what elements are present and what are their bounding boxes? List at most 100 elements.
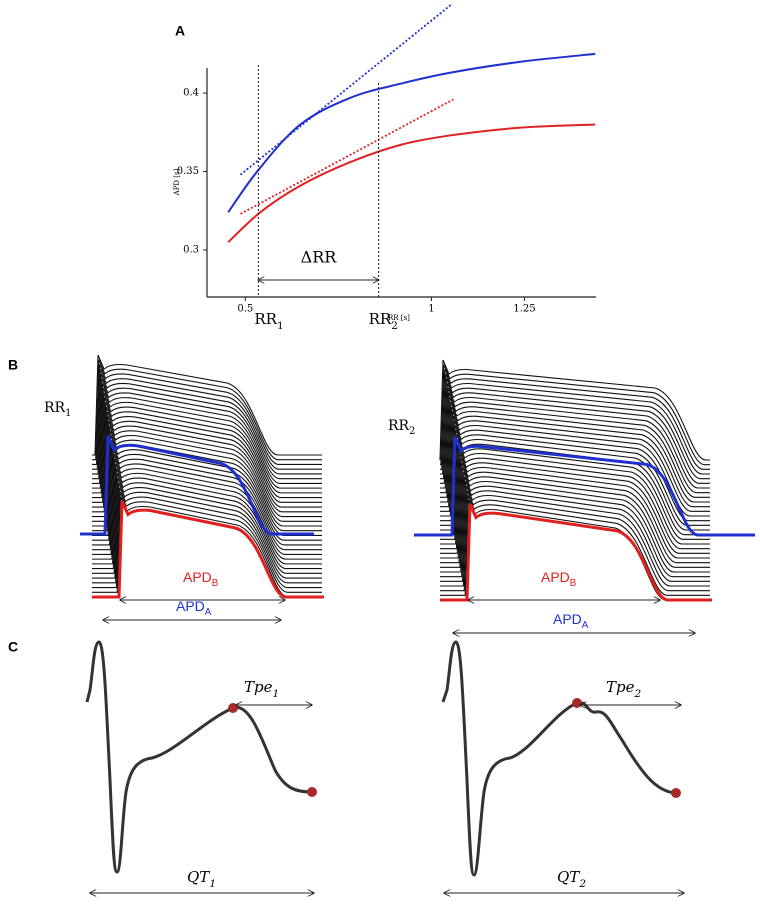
apd-a-label: APDA: [553, 611, 589, 631]
ap-trace: [440, 401, 710, 503]
x-axis-label: RR [s]: [388, 314, 410, 322]
rr-label: RR1: [44, 400, 71, 419]
ap-trace: [92, 421, 322, 522]
apd-b-label: APDB: [183, 569, 219, 589]
ap-trace: [440, 471, 710, 573]
ap-trace: [92, 439, 322, 541]
apd-a-label: APDA: [176, 598, 212, 618]
ap-trace: [440, 420, 710, 522]
ap-trace: [92, 492, 322, 593]
ap-trace: [92, 449, 322, 551]
x-tick-label: 1.25: [513, 304, 535, 315]
apd-b-label-sub: B: [212, 578, 219, 589]
ap-trace: [440, 481, 710, 582]
ap-trace: [440, 378, 710, 480]
ap-trace: [440, 448, 710, 550]
apd-b-label-main: APD: [541, 569, 570, 585]
ap-trace: [440, 383, 710, 484]
qt-label: QT2: [557, 868, 586, 890]
ap-trace: [92, 496, 322, 598]
delta-rr-label: ΔRR: [301, 248, 338, 267]
restitution-curve: [227, 52, 596, 213]
ap-trace: [92, 402, 322, 503]
rr-label: RR1: [254, 310, 283, 332]
ap-trace: [439, 359, 710, 461]
y-axis-label: APD [s]: [173, 168, 181, 196]
ap-trace: [92, 454, 322, 555]
rr-label-sub: 1: [65, 408, 71, 419]
qt-label-main: QT: [557, 868, 580, 886]
ap-trace: [80, 435, 314, 536]
apd-a-label-main: APD: [176, 598, 205, 614]
tpe-label: Tpe2: [606, 678, 641, 700]
ap-trace: [440, 476, 710, 578]
apd-a-label-sub: A: [205, 607, 212, 618]
ap-trace: [440, 439, 710, 540]
tpe-label: Tpe1: [244, 678, 279, 700]
ap-trace: [440, 425, 710, 526]
ap-trace: [440, 411, 710, 512]
rr-label-sub: 2: [391, 320, 398, 332]
ap-trace: [92, 463, 322, 565]
y-tick-label: 0.35: [177, 166, 199, 177]
ecg-point: [572, 698, 582, 708]
y-tick-label: 0.3: [183, 244, 199, 255]
ecg-point: [671, 788, 681, 798]
rr-label: RR2: [388, 418, 415, 437]
tpe-label-main: Tpe: [606, 678, 635, 696]
ap-trace: [92, 373, 322, 475]
ap-trace: [92, 364, 322, 466]
ap-trace: [92, 383, 322, 484]
apd-b-label-main: APD: [183, 569, 212, 585]
rr-label-main: RR: [388, 418, 410, 434]
ap-trace: [92, 473, 322, 574]
x-tick-label: 0.5: [237, 304, 253, 315]
ap-trace: [92, 397, 322, 499]
apd-a-label-main: APD: [553, 611, 582, 627]
panel-label: C: [8, 639, 18, 655]
ap-trace: [440, 364, 710, 466]
ap-trace: [440, 467, 710, 568]
ap-trace: [440, 369, 710, 470]
ap-trace: [440, 503, 712, 602]
qt-label-sub: 1: [209, 878, 216, 890]
ap-trace: [92, 425, 322, 527]
ap-trace: [440, 373, 710, 475]
ap-trace: [440, 397, 710, 498]
restitution-curve: [227, 123, 596, 243]
tpe-label-sub: 1: [272, 688, 279, 700]
apd-b-label: APDB: [541, 569, 577, 589]
ap-trace: [92, 487, 322, 589]
ap-trace: [92, 368, 322, 470]
y-tick-label: 0.4: [183, 88, 199, 99]
tangent-line: [239, 2, 453, 176]
rr-label-sub: 2: [409, 426, 415, 437]
qt-label-main: QT: [187, 868, 210, 886]
tpe-label-sub: 2: [633, 688, 641, 700]
ap-trace: [440, 485, 710, 587]
apd-b-label-sub: B: [570, 578, 577, 589]
ap-trace: [440, 462, 710, 564]
ap-trace: [92, 354, 322, 456]
ap-trace: [440, 443, 710, 545]
ap-trace: [92, 482, 322, 584]
ecg-trace: [85, 640, 313, 874]
ap-trace: [92, 500, 324, 599]
ap-trace: [440, 392, 710, 494]
ap-trace: [440, 490, 710, 592]
ap-trace: [92, 387, 322, 489]
panel-label: B: [8, 357, 18, 373]
ap-trace: [92, 430, 322, 532]
ap-trace: [92, 458, 322, 560]
ap-trace: [440, 406, 710, 508]
ap-trace: [440, 453, 710, 554]
ap-trace: [92, 359, 322, 461]
ecg-point: [307, 787, 317, 797]
rr-label: RR2: [369, 310, 398, 332]
ap-trace: [92, 378, 322, 480]
ap-trace: [92, 411, 322, 513]
ecg-trace: [441, 640, 677, 877]
apd-a-label-sub: A: [582, 620, 589, 631]
ap-trace: [92, 477, 322, 579]
